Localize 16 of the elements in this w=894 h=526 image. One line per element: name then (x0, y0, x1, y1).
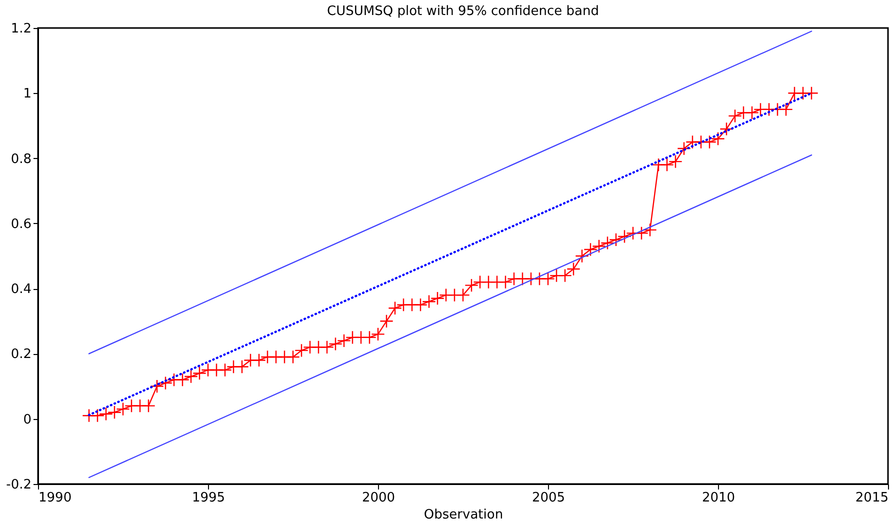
y-tick-label: 0.2 (10, 347, 32, 362)
y-tick-label: 1.2 (10, 22, 32, 36)
y-tick-label: -0.2 (6, 478, 32, 492)
y-tick-label: 0.4 (10, 282, 32, 298)
y-tick-label: 1 (23, 86, 32, 102)
chart-title: CUSUMSQ plot with 95% confidence band (327, 4, 599, 19)
x-tick-label: 2000 (362, 490, 396, 506)
x-tick-label: 1995 (192, 490, 226, 506)
x-tick-label: 2005 (532, 490, 566, 506)
x-tick-label: 2015 (855, 490, 888, 506)
y-tick-label: 0 (23, 412, 32, 428)
x-tick-label: 2010 (702, 490, 736, 506)
y-tick-label: 0.8 (10, 152, 32, 167)
y-tick-label: 0.6 (10, 216, 32, 232)
x-tick-label: 1990 (38, 490, 72, 506)
x-axis-title: Observation (424, 508, 504, 522)
